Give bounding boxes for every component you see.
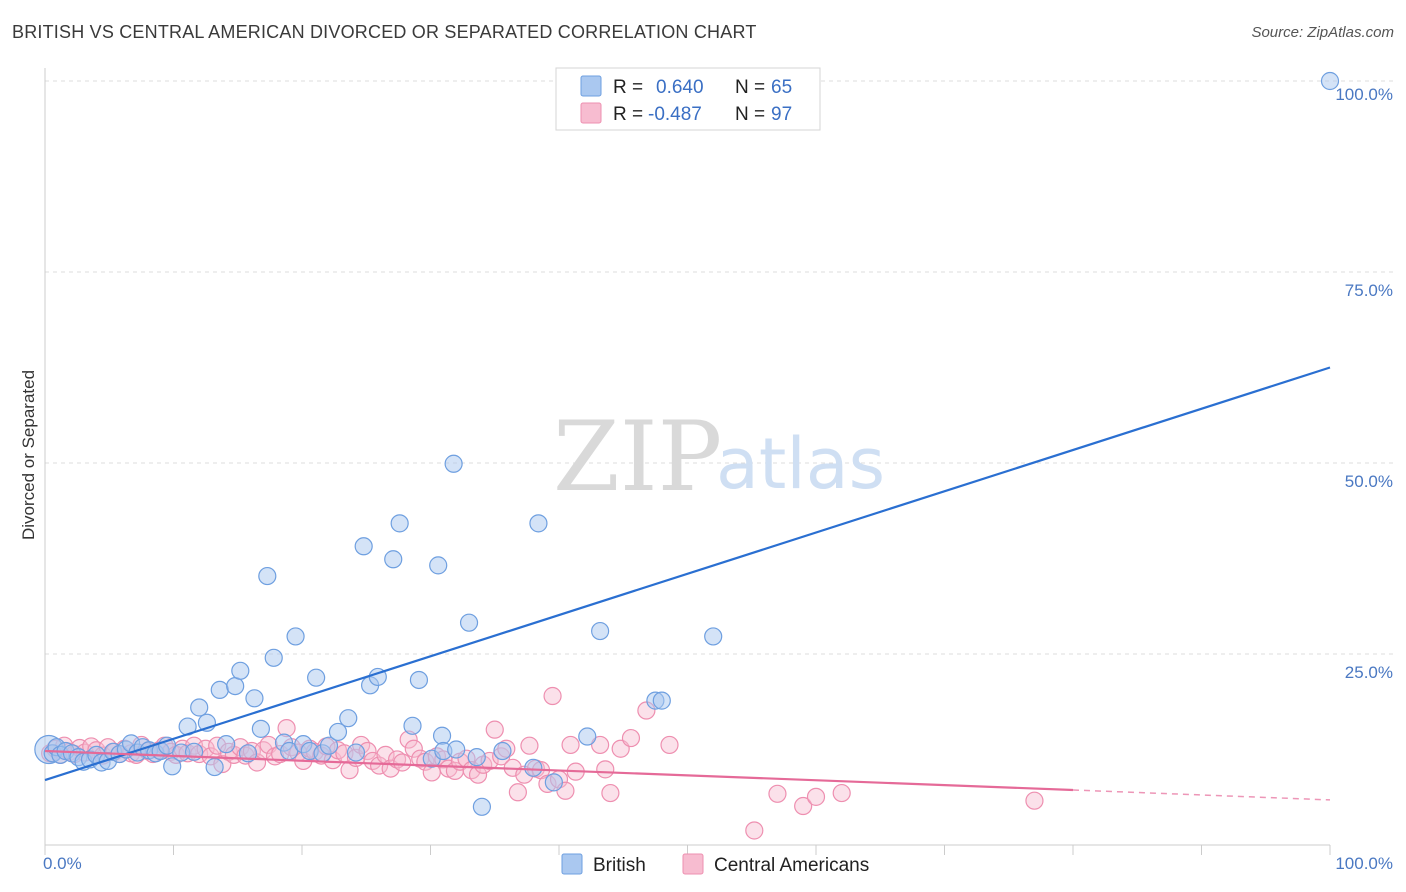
british-point-53	[390, 514, 409, 533]
trend-lines	[44, 366, 1331, 801]
british-point-31	[226, 676, 245, 696]
british-point-37	[264, 648, 283, 667]
legend-n-value-central: 97	[771, 104, 792, 125]
grid-lines	[45, 80, 1395, 655]
british-point-74	[1320, 71, 1340, 91]
british-point-45	[319, 736, 339, 755]
central-point-78	[485, 720, 504, 739]
watermark-atlas: atlas	[716, 423, 885, 505]
central-point-105	[1025, 791, 1044, 810]
british-point-69	[578, 727, 597, 746]
british-point-36	[258, 566, 277, 586]
central-point-75	[468, 765, 488, 784]
british-point-61	[447, 740, 466, 759]
central-point-62	[393, 753, 412, 772]
bottom-legend-swatch-british	[561, 853, 583, 875]
british-point-35	[251, 719, 270, 738]
british-point-72	[652, 691, 671, 710]
british-point-54	[403, 716, 422, 735]
central-point-97	[621, 728, 641, 748]
british-trend-line	[44, 366, 1331, 782]
legend-r-value-central: -0.487	[648, 104, 702, 125]
central-point-102	[794, 796, 813, 816]
central-point-99	[660, 735, 679, 755]
central-point-100	[745, 821, 764, 840]
british-point-63	[467, 748, 486, 767]
central-point-95	[601, 783, 620, 803]
british-point-46	[328, 722, 348, 742]
british-point-70	[591, 621, 610, 641]
central-point-64	[404, 739, 423, 758]
central-point-58	[370, 756, 389, 775]
legend-swatch-central	[580, 102, 602, 124]
legend-r-label-central: R =	[613, 104, 643, 125]
y-tick-label-25: 25.0%	[1345, 663, 1393, 682]
british-point-34	[245, 689, 264, 708]
central-trend-line	[44, 749, 1074, 792]
british-point-60	[444, 454, 463, 473]
british-point-62	[459, 613, 479, 632]
british-point-32	[231, 661, 250, 680]
central-point-94	[596, 760, 615, 779]
legend-n-label-central: N =	[735, 104, 765, 125]
chart-title: BRITISH VS CENTRAL AMERICAN DIVORCED OR …	[12, 22, 757, 42]
british-point-64	[472, 797, 491, 816]
tick-labels: 25.0% 50.0% 75.0% 100.0% 0.0% 100.0%	[43, 85, 1393, 873]
axes	[44, 68, 1331, 855]
british-point-22	[163, 757, 182, 776]
british-point-73	[704, 627, 723, 646]
british-point-66	[524, 758, 543, 777]
y-tick-label-75: 75.0%	[1345, 281, 1393, 300]
british-point-40	[286, 627, 305, 646]
british-point-57	[429, 556, 448, 575]
bottom-legend-swatch-central	[682, 853, 704, 875]
source-credit: Source: ZipAtlas.com	[1251, 24, 1394, 41]
central-point-84	[520, 736, 539, 755]
legend-r-value-british: 0.640	[656, 77, 704, 98]
x-tick-label-100: 100.0%	[1335, 854, 1393, 873]
british-point-52	[384, 550, 403, 569]
british-point-67	[529, 514, 548, 533]
x-tick-label-0: 0.0%	[43, 854, 82, 873]
legend-r-label-british: R =	[613, 77, 643, 98]
legend-n-label-british: N =	[735, 77, 765, 98]
legend-n-value-british: 65	[771, 77, 792, 98]
y-axis-label: Divorced or Separated	[19, 370, 38, 540]
watermark-zip: ZIP	[553, 401, 722, 513]
central-point-88	[543, 686, 562, 706]
legend-swatch-british	[580, 75, 602, 97]
central-point-91	[561, 735, 580, 755]
bottom-legend: British Central Americans	[561, 853, 869, 876]
central-point-82	[508, 783, 527, 802]
central-trend-extension	[1072, 789, 1331, 801]
british-point-29	[210, 680, 229, 700]
british-point-30	[217, 735, 236, 754]
bottom-legend-label-british: British	[593, 855, 646, 876]
british-point-55	[409, 670, 429, 690]
top-legend: R = 0.640 N = 65 R = -0.487 N = 97	[555, 67, 821, 131]
british-point-26	[190, 698, 209, 717]
british-point-47	[339, 709, 358, 728]
british-point-43	[307, 668, 326, 687]
central-point-103	[806, 787, 826, 806]
british-point-28	[205, 757, 224, 777]
british-point-49	[354, 537, 373, 556]
y-tick-label-50: 50.0%	[1345, 472, 1393, 491]
bottom-legend-label-central: Central Americans	[714, 855, 869, 876]
british-points	[34, 71, 1340, 816]
watermark: ZIP atlas	[553, 401, 885, 513]
y-tick-label-100: 100.0%	[1335, 85, 1393, 104]
british-point-68	[544, 773, 563, 792]
central-point-104	[832, 783, 851, 803]
british-point-65	[493, 741, 512, 761]
central-point-101	[768, 784, 787, 803]
british-point-48	[346, 743, 366, 762]
central-point-93	[591, 735, 610, 755]
british-point-58	[432, 726, 452, 745]
